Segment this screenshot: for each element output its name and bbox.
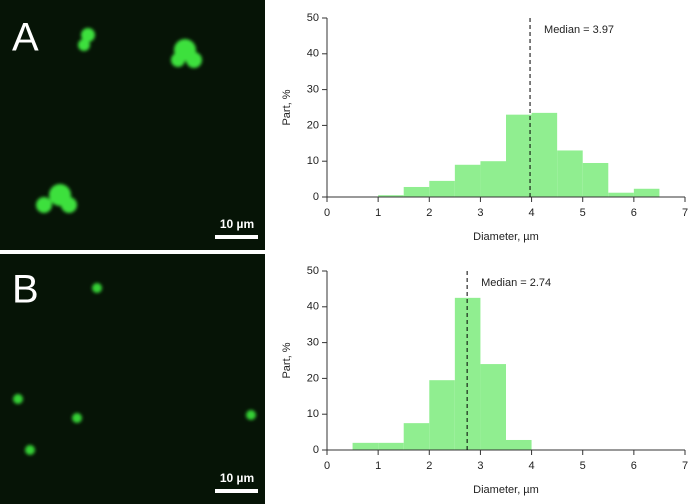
x-tick-label: 5 [580,207,586,219]
bar [454,164,481,197]
x-tick-label: 4 [529,207,535,219]
x-tick-label: 0 [324,460,330,472]
x-axis-label: Diameter, µm [473,484,539,496]
bar [403,186,430,197]
scale-bar [215,489,258,493]
scale-bar [215,235,258,239]
bar [531,112,558,197]
bar [480,161,506,197]
micrograph [0,0,265,250]
bar [378,442,404,450]
y-axis-label: Part, % [281,342,293,378]
x-tick-label: 4 [529,460,535,472]
x-tick-label: 3 [477,460,483,472]
bar [429,180,455,197]
x-tick-label: 1 [375,207,381,219]
y-axis-label: Part, % [281,89,293,125]
bar [608,192,634,197]
median-label: Median = 2.74 [481,277,551,289]
y-tick-label: 30 [307,337,319,349]
bar [480,364,506,450]
bar [506,114,532,197]
y-tick-label: 0 [313,191,319,203]
cells [36,28,202,213]
x-axis-label: Diameter, µm [473,231,539,243]
bar [557,150,583,197]
median-label: Median = 3.97 [544,24,614,36]
x-tick-label: 7 [682,207,688,219]
y-tick-label: 10 [307,408,319,420]
bar [352,442,379,450]
scale-bar-label: 10 µm [220,471,254,485]
bar [582,162,609,197]
x-tick-label: 5 [580,460,586,472]
x-tick-label: 2 [426,460,432,472]
x-tick-label: 3 [477,207,483,219]
bar [633,188,660,197]
x-tick-label: 7 [682,460,688,472]
scale-bar-label: 10 µm [220,217,254,231]
cells [13,283,256,455]
y-tick-label: 30 [307,84,319,96]
y-tick-label: 0 [313,444,319,456]
y-tick-label: 40 [307,48,319,60]
y-tick-label: 10 [307,155,319,167]
panel-label: A [12,16,39,60]
micrograph [0,254,265,504]
x-tick-label: 1 [375,460,381,472]
y-tick-label: 20 [307,119,319,131]
y-tick-label: 50 [307,265,319,277]
bar [429,380,455,450]
x-tick-label: 0 [324,207,330,219]
bar [454,297,481,450]
panel-label: B [12,268,39,312]
x-tick-label: 6 [631,207,637,219]
bar [403,423,430,450]
y-tick-label: 50 [307,12,319,24]
bar [378,195,404,197]
bar [506,439,532,450]
x-tick-label: 2 [426,207,432,219]
y-tick-label: 40 [307,301,319,313]
x-tick-label: 6 [631,460,637,472]
y-tick-label: 20 [307,372,319,384]
